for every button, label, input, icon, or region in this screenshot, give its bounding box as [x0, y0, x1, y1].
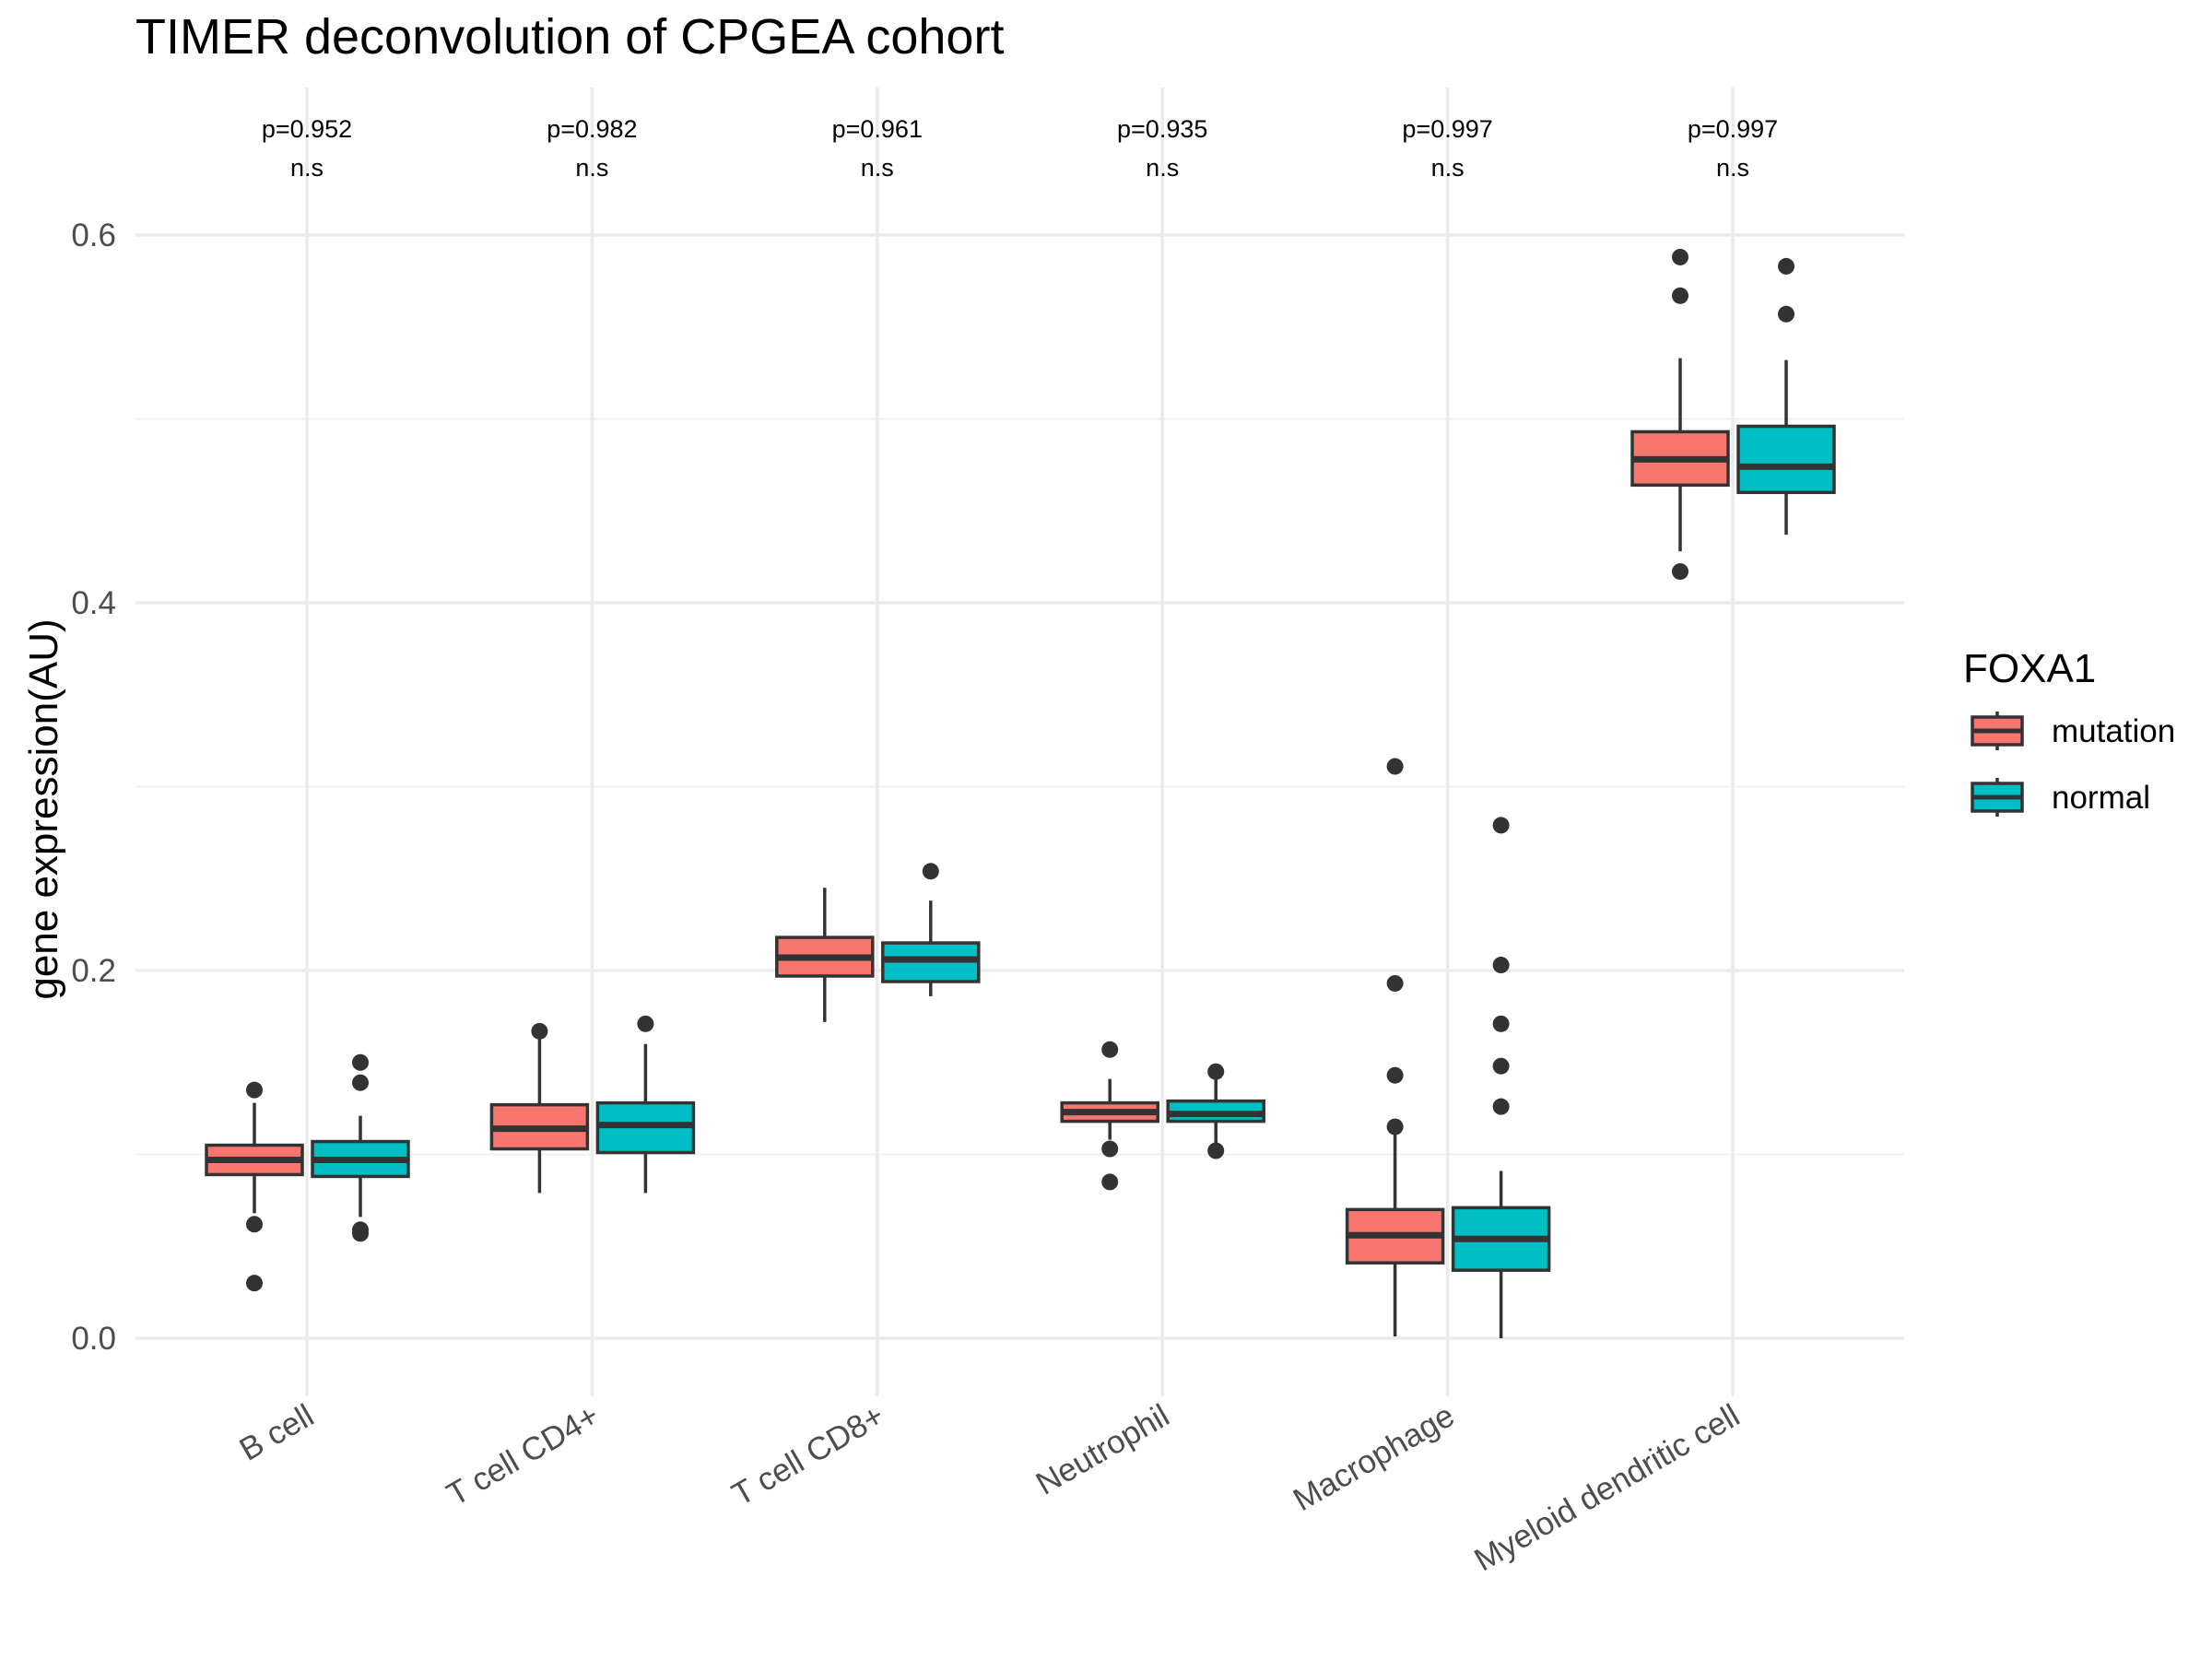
outlier-point — [246, 1216, 263, 1233]
box-normal — [881, 863, 981, 996]
box-mutation — [775, 888, 875, 1022]
significance-label: n.s — [1146, 154, 1179, 182]
outlier-point — [1492, 817, 1510, 834]
p-value-label: p=0.997 — [1688, 115, 1778, 143]
box-mutation — [1060, 1041, 1159, 1191]
outlier-point — [1207, 1063, 1225, 1080]
p-value-label: p=0.952 — [262, 115, 352, 143]
y-tick-label: 0.2 — [71, 953, 116, 989]
legend-items: mutation normal — [1971, 712, 2175, 817]
y-axis-label: gene expression(AU) — [21, 618, 66, 999]
outlier-point — [1672, 563, 1688, 581]
outlier-point — [1207, 1142, 1225, 1159]
significance-label: n.s — [1716, 154, 1749, 182]
p-value-label: p=0.961 — [832, 115, 923, 143]
p-value-label: p=0.982 — [547, 115, 637, 143]
outlier-point — [1672, 287, 1688, 304]
x-tick-label: Neutrophil — [1030, 1397, 1176, 1502]
y-tick-label: 0.6 — [71, 218, 116, 253]
outlier-point — [1778, 305, 1794, 323]
outlier-point — [1386, 1066, 1404, 1084]
box-normal — [1166, 1063, 1265, 1159]
box-normal — [311, 1053, 410, 1242]
x-axis-ticks: B cell T cell CD4+ T cell CD8+ Neutrophil Ma… — [233, 1397, 1746, 1578]
legend-label: normal — [2052, 780, 2150, 816]
outlier-point — [637, 1015, 654, 1032]
box-mutation — [205, 1081, 304, 1292]
outlier-point — [1492, 957, 1510, 974]
box-mutation — [489, 1022, 590, 1194]
box-normal — [1736, 257, 1836, 535]
outlier-point — [1386, 758, 1404, 775]
significance-annotations: p=0.952 n.s p=0.982 n.s p=0.961 n.s p=0.935 n.s… — [262, 115, 1778, 182]
significance-label: n.s — [575, 154, 608, 182]
x-tick-label: Macrophage — [1288, 1397, 1461, 1518]
box-mutation — [1345, 758, 1445, 1337]
grid — [135, 88, 1904, 1396]
significance-label: n.s — [1431, 154, 1465, 182]
outlier-point — [1101, 1173, 1119, 1191]
outlier-point — [531, 1022, 548, 1040]
box-normal — [595, 1015, 696, 1194]
box-plots — [205, 248, 1836, 1338]
outlier-point — [1101, 1041, 1119, 1058]
outlier-point — [1672, 248, 1688, 265]
box-body — [1736, 424, 1836, 495]
chart-title: TIMER deconvolution of CPGEA cohort — [135, 9, 1004, 65]
x-tick-label: T cell CD8+ — [726, 1397, 890, 1512]
x-tick-label: B cell — [233, 1397, 320, 1468]
outlier-point — [352, 1225, 369, 1242]
y-tick-label: 0.4 — [71, 585, 116, 621]
y-axis-ticks: 0.0 0.2 0.4 0.6 — [71, 218, 116, 1357]
legend-item-normal: normal — [1971, 778, 2150, 817]
legend-title: FOXA1 — [1963, 646, 2096, 691]
outlier-point — [1492, 1057, 1510, 1075]
significance-label: n.s — [861, 154, 894, 182]
box-normal — [1451, 817, 1551, 1338]
legend-item-mutation: mutation — [1971, 712, 2175, 750]
outlier-point — [1778, 257, 1794, 275]
legend-label: mutation — [2052, 713, 2175, 749]
outlier-point — [1492, 1015, 1510, 1032]
x-tick-label: T cell CD4+ — [441, 1397, 605, 1512]
p-value-label: p=0.935 — [1117, 115, 1207, 143]
outlier-point — [246, 1081, 263, 1099]
legend: FOXA1 mutation normal — [1963, 646, 2175, 817]
significance-label: n.s — [290, 154, 324, 182]
outlier-point — [1492, 1098, 1510, 1115]
box-mutation — [1630, 248, 1730, 581]
p-value-label: p=0.997 — [1402, 115, 1492, 143]
outlier-point — [922, 863, 939, 880]
outlier-point — [352, 1074, 369, 1091]
outlier-point — [1386, 974, 1404, 992]
outlier-point — [352, 1053, 369, 1071]
outlier-point — [246, 1275, 263, 1292]
y-tick-label: 0.0 — [71, 1321, 116, 1357]
outlier-point — [1386, 1118, 1404, 1135]
x-tick-label: Myeloid dendritic cell — [1468, 1397, 1746, 1578]
outlier-point — [1101, 1140, 1119, 1158]
